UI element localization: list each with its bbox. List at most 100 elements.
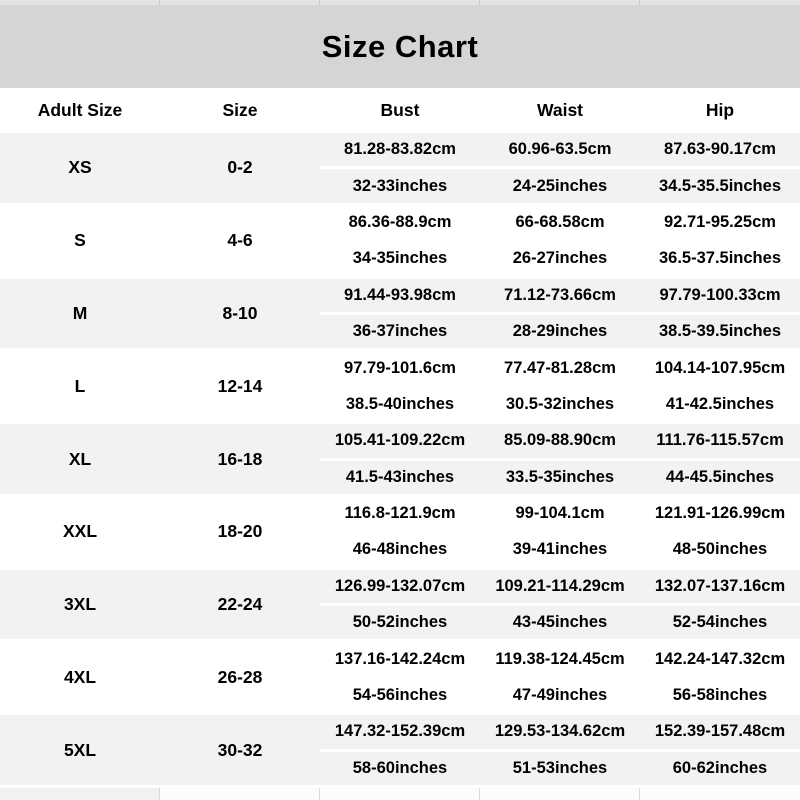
cm-sub-row: 126.99-132.07cm 109.21-114.29cm 132.07-1…: [320, 570, 800, 603]
hip-cm-cell: 104.14-107.95cm: [654, 358, 786, 377]
measurement-cells: 126.99-132.07cm 109.21-114.29cm 132.07-1…: [320, 570, 800, 640]
measurement-cells: 91.44-93.98cm 71.12-73.66cm 97.79-100.33…: [320, 279, 800, 349]
waist-cm-cell: 60.96-63.5cm: [508, 140, 612, 159]
bust-inches-cell: 50-52inches: [352, 613, 448, 632]
bust-cm-cell: 126.99-132.07cm: [334, 576, 466, 595]
column-divider: [639, 788, 640, 800]
hip-inches-cell: 48-50inches: [672, 540, 768, 559]
inches-sub-row: 32-33inches 24-25inches 34.5-35.5inches: [320, 169, 800, 202]
hip-cm-cell: 97.79-100.33cm: [659, 285, 781, 304]
waist-cm-cell: 85.09-88.90cm: [504, 431, 616, 450]
bust-cm-cell: 91.44-93.98cm: [344, 285, 456, 304]
waist-cm-cell: 66-68.58cm: [515, 212, 605, 231]
bust-cm-cell: 97.79-101.6cm: [344, 358, 456, 377]
bust-inches-cell: 36-37inches: [352, 322, 448, 341]
measurement-cells: 86.36-88.9cm 66-68.58cm 92.71-95.25cm 34…: [320, 206, 800, 276]
bust-cm-cell: 147.32-152.39cm: [334, 722, 466, 741]
inches-sub-row: 58-60inches 51-53inches 60-62inches: [320, 752, 800, 785]
waist-cm-cell: 109.21-114.29cm: [495, 576, 625, 595]
size-row: 5XL 30-32 147.32-152.39cm 129.53-134.62c…: [0, 715, 800, 786]
size-row: 3XL 22-24 126.99-132.07cm 109.21-114.29c…: [0, 569, 800, 640]
size-range-cell: 4-6: [227, 230, 253, 251]
cropped-cell: [0, 788, 159, 800]
size-row: 4XL 26-28 137.16-142.24cm 119.38-124.45c…: [0, 642, 800, 713]
hip-inches-cell: 38.5-39.5inches: [659, 322, 781, 341]
column-header-waist: Waist: [536, 100, 584, 120]
waist-inches-cell: 47-49inches: [512, 686, 608, 705]
bust-cm-cell: 86.36-88.9cm: [348, 212, 452, 231]
adult-size-cell: L: [74, 375, 86, 396]
waist-cm-cell: 71.12-73.66cm: [504, 285, 616, 304]
adult-size-cell: 5XL: [63, 739, 97, 760]
size-row: XL 16-18 105.41-109.22cm 85.09-88.90cm 1…: [0, 424, 800, 494]
cm-inches-divider: [320, 384, 800, 388]
column-divider: [159, 788, 160, 800]
hip-cm-cell: 111.76-115.57cm: [656, 431, 784, 450]
bust-inches-cell: 41.5-43inches: [345, 467, 455, 486]
waist-inches-cell: 30.5-32inches: [505, 394, 615, 413]
cropped-previous-row-strip: [0, 0, 800, 5]
size-range-cell: 16-18: [217, 448, 263, 469]
cm-inches-divider: [320, 748, 800, 752]
cm-sub-row: 81.28-83.82cm 60.96-63.5cm 87.63-90.17cm: [320, 133, 800, 166]
measurement-cells: 116.8-121.9cm 99-104.1cm 121.91-126.99cm…: [320, 497, 800, 567]
waist-cm-cell: 77.47-81.28cm: [504, 358, 616, 377]
size-range-cell: 0-2: [227, 157, 253, 178]
bust-inches-cell: 32-33inches: [352, 176, 448, 195]
cm-inches-divider: [320, 457, 800, 461]
hip-inches-cell: 41-42.5inches: [665, 394, 775, 413]
hip-cm-cell: 142.24-147.32cm: [654, 649, 786, 668]
cm-inches-divider: [320, 166, 800, 170]
cm-sub-row: 137.16-142.24cm 119.38-124.45cm 142.24-1…: [320, 642, 800, 675]
size-range-cell: 12-14: [217, 375, 263, 396]
column-divider: [479, 0, 480, 5]
size-row: XS 0-2 81.28-83.82cm 60.96-63.5cm 87.63-…: [0, 133, 800, 203]
adult-size-cell: XL: [68, 448, 92, 469]
cm-inches-divider: [320, 675, 800, 679]
size-range-cell: 18-20: [217, 521, 263, 542]
inches-sub-row: 38.5-40inches 30.5-32inches 41-42.5inche…: [320, 388, 800, 421]
waist-inches-cell: 43-45inches: [512, 613, 608, 632]
inches-sub-row: 34-35inches 26-27inches 36.5-37.5inches: [320, 242, 800, 275]
hip-cm-cell: 121.91-126.99cm: [654, 504, 786, 523]
measurement-cells: 97.79-101.6cm 77.47-81.28cm 104.14-107.9…: [320, 351, 800, 421]
hip-inches-cell: 44-45.5inches: [665, 467, 775, 486]
measurement-cells: 105.41-109.22cm 85.09-88.90cm 111.76-115…: [320, 424, 800, 494]
waist-inches-cell: 28-29inches: [512, 322, 608, 341]
size-row: L 12-14 97.79-101.6cm 77.47-81.28cm 104.…: [0, 351, 800, 422]
column-header-bust: Bust: [380, 100, 420, 120]
inches-sub-row: 41.5-43inches 33.5-35inches 44-45.5inche…: [320, 461, 800, 494]
size-range-cell: 30-32: [217, 739, 263, 760]
size-row: M 8-10 91.44-93.98cm 71.12-73.66cm 97.79…: [0, 278, 800, 349]
table-header-row: Adult Size Size Bust Waist Hip: [0, 88, 800, 133]
waist-cm-cell: 99-104.1cm: [515, 504, 605, 523]
cm-sub-row: 91.44-93.98cm 71.12-73.66cm 97.79-100.33…: [320, 279, 800, 312]
cm-inches-divider: [320, 603, 800, 607]
waist-cm-cell: 119.38-124.45cm: [495, 649, 625, 668]
size-range-cell: 22-24: [217, 594, 263, 615]
cm-inches-divider: [320, 311, 800, 315]
bust-cm-cell: 137.16-142.24cm: [334, 649, 466, 668]
waist-inches-cell: 51-53inches: [512, 758, 608, 777]
page-title: Size Chart: [321, 28, 479, 64]
size-range-cell: 26-28: [217, 666, 263, 687]
inches-sub-row: 46-48inches 39-41inches 48-50inches: [320, 533, 800, 566]
bust-cm-cell: 81.28-83.82cm: [344, 140, 456, 159]
cm-inches-divider: [320, 530, 800, 534]
cropped-next-row-strip: [0, 788, 800, 800]
waist-inches-cell: 33.5-35inches: [505, 467, 615, 486]
waist-inches-cell: 24-25inches: [512, 176, 608, 195]
hip-inches-cell: 56-58inches: [672, 686, 768, 705]
hip-cm-cell: 87.63-90.17cm: [664, 140, 776, 159]
hip-inches-cell: 52-54inches: [672, 613, 768, 632]
adult-size-cell: 3XL: [63, 594, 97, 615]
hip-cm-cell: 92.71-95.25cm: [664, 212, 776, 231]
column-header-hip: Hip: [705, 100, 735, 120]
size-range-cell: 8-10: [222, 302, 258, 323]
waist-cm-cell: 129.53-134.62cm: [494, 722, 626, 741]
measurement-cells: 147.32-152.39cm 129.53-134.62cm 152.39-1…: [320, 715, 800, 785]
cm-sub-row: 97.79-101.6cm 77.47-81.28cm 104.14-107.9…: [320, 351, 800, 384]
hip-inches-cell: 60-62inches: [672, 758, 768, 777]
hip-cm-cell: 132.07-137.16cm: [654, 576, 786, 595]
